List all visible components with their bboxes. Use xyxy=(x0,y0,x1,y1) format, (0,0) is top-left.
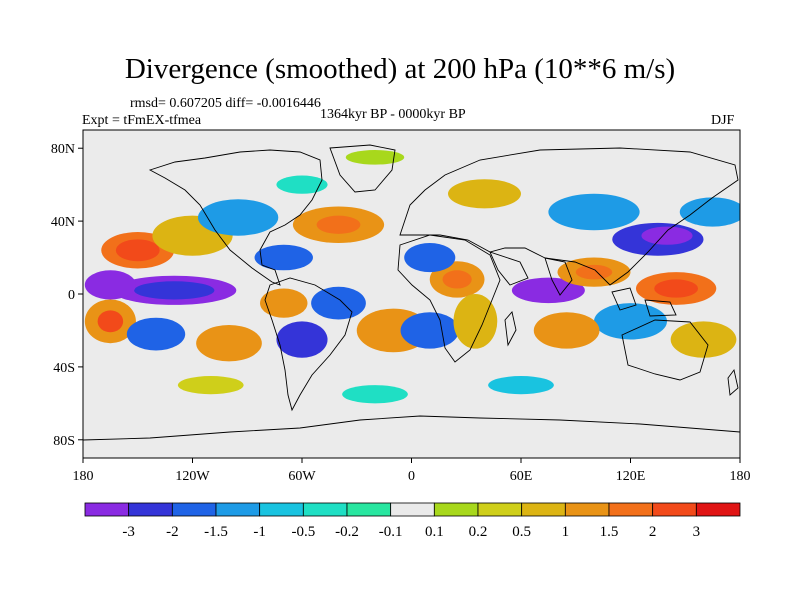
field-region xyxy=(641,226,693,245)
field-region xyxy=(594,303,667,340)
colorbar-swatch xyxy=(433,502,479,517)
colorbar-swatch xyxy=(695,502,741,517)
colorbar: -3 -2 -1.5 -1 -0.5 -0.2 -0.1 0.1 0.2 0.5 1 1.5 2 3 xyxy=(84,502,741,540)
field-region xyxy=(311,286,366,320)
field-region xyxy=(316,215,361,234)
stats-line: rmsd= 0.607205 diff= -0.0016446 xyxy=(130,96,321,111)
lat-tick-label: 40N xyxy=(51,215,75,230)
colorbar-swatch xyxy=(171,502,217,517)
field-region xyxy=(400,312,459,349)
lat-tick-label: 80S xyxy=(53,434,75,449)
field-region xyxy=(177,376,244,395)
field-region xyxy=(134,281,215,300)
field-region xyxy=(511,277,585,304)
field-region xyxy=(97,310,124,333)
longitude-axis: 180 120W 60W 0 60E 120E 180 xyxy=(73,458,751,484)
colorbar-label: 0.1 xyxy=(425,524,444,540)
colorbar-swatch xyxy=(652,502,697,517)
time-range-label: 1364kyr BP - 0000kyr BP xyxy=(320,107,466,122)
lon-tick-label: 120E xyxy=(616,469,646,484)
colorbar-swatch xyxy=(390,502,435,517)
colorbar-swatch xyxy=(302,502,348,517)
colorbar-swatch xyxy=(608,502,654,517)
colorbar-label: 1.5 xyxy=(600,524,619,540)
colorbar-swatch xyxy=(477,502,523,517)
colorbar-swatch xyxy=(564,502,610,517)
experiment-label: Expt = tFmEX-tfmea xyxy=(82,113,202,128)
colorbar-label: -3 xyxy=(122,524,135,540)
field-region xyxy=(196,324,262,362)
colorbar-swatch xyxy=(128,502,173,517)
field-region xyxy=(197,199,279,236)
field-region xyxy=(345,150,405,165)
colorbar-label: 0.5 xyxy=(512,524,531,540)
map-panel: 80N 40N 0 40S 80S 180 120W 60W 0 60E 120E 180 xyxy=(51,129,751,484)
colorbar-label: 1 xyxy=(562,524,570,540)
colorbar-swatch xyxy=(215,502,261,517)
lon-tick-label: 60E xyxy=(510,469,533,484)
field-region xyxy=(126,317,186,351)
field-region xyxy=(548,193,640,231)
lat-tick-label: 80N xyxy=(51,142,75,157)
colorbar-label: -1.5 xyxy=(204,524,228,540)
field-region xyxy=(488,376,554,395)
lon-tick-label: 180 xyxy=(730,469,751,484)
lon-tick-label: 180 xyxy=(73,469,94,484)
field-region xyxy=(260,288,308,318)
field-region xyxy=(84,270,136,300)
lon-tick-label: 120W xyxy=(175,469,210,484)
field-region xyxy=(448,179,521,209)
field-region xyxy=(679,197,740,227)
colorbar-label: -0.1 xyxy=(379,524,403,540)
divergence-field xyxy=(84,150,740,404)
field-region xyxy=(533,312,600,349)
colorbar-swatch xyxy=(346,502,392,517)
field-region xyxy=(342,385,408,404)
season-label: DJF xyxy=(711,113,735,128)
field-region xyxy=(442,270,472,289)
lat-tick-label: 0 xyxy=(68,288,75,303)
field-region xyxy=(276,175,328,194)
field-region xyxy=(254,244,313,271)
coastlines xyxy=(83,144,740,441)
field-region xyxy=(404,242,456,273)
colorbar-swatch xyxy=(84,502,130,517)
plot-title: Divergence (smoothed) at 200 hPa (10**6 … xyxy=(124,53,676,85)
field-region xyxy=(276,321,328,358)
colorbar-label: -0.5 xyxy=(291,524,315,540)
colorbar-label: -1 xyxy=(253,524,266,540)
colorbar-label: 3 xyxy=(693,524,701,540)
field-region xyxy=(575,264,613,280)
field-region xyxy=(115,239,160,262)
lon-tick-label: 0 xyxy=(408,469,415,484)
latitude-axis: 80N 40N 0 40S 80S xyxy=(51,142,83,449)
colorbar-label: -0.2 xyxy=(335,524,359,540)
colorbar-label: -2 xyxy=(166,524,179,540)
lon-tick-label: 60W xyxy=(288,469,316,484)
field-region xyxy=(654,279,699,298)
colorbar-label: 2 xyxy=(649,524,657,540)
colorbar-swatch xyxy=(521,502,566,517)
colorbar-swatch xyxy=(259,502,304,517)
field-region xyxy=(453,294,498,349)
colorbar-label: 0.2 xyxy=(469,524,488,540)
lat-tick-label: 40S xyxy=(53,361,75,376)
